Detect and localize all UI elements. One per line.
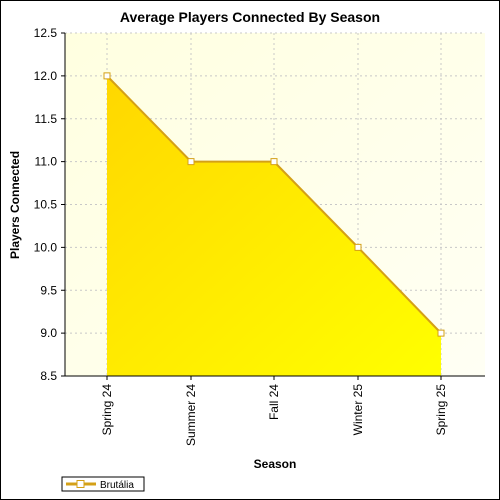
x-tick-label: Spring 25 <box>434 384 448 436</box>
area-fill <box>107 75 441 376</box>
y-axis-ticks: 8.5 9.0 9.5 10.0 10.5 11.0 11.5 12.0 12.5 <box>34 26 65 383</box>
x-axis-ticks: Spring 24 Summer 24 Fall 24 Winter 25 Spring… <box>100 376 448 446</box>
data-point <box>270 158 278 166</box>
data-markers <box>103 72 445 337</box>
y-tick-label: 11.5 <box>35 112 58 126</box>
x-tick-label: Spring 24 <box>100 384 114 436</box>
y-tick-label: 12.0 <box>34 69 58 83</box>
data-point <box>187 158 195 166</box>
x-tick-label: Winter 25 <box>351 384 365 436</box>
data-point <box>103 72 111 80</box>
y-tick-label: 9.5 <box>40 283 57 297</box>
chart-title: Average Players Connected By Season <box>120 9 380 25</box>
y-tick-label: 11.0 <box>35 155 58 169</box>
data-point <box>437 329 445 337</box>
x-tick-label: Fall 24 <box>267 384 281 420</box>
y-tick-label: 10.5 <box>34 198 58 212</box>
y-tick-label: 9.0 <box>40 326 57 340</box>
y-tick-label: 8.5 <box>40 369 57 383</box>
legend-swatch-marker <box>76 480 85 488</box>
y-axis-label: Players Connected <box>8 151 22 259</box>
legend: Brutália <box>61 476 145 492</box>
data-point <box>354 243 362 251</box>
x-tick-label: Summer 24 <box>184 384 198 446</box>
y-tick-label: 10.0 <box>34 240 58 254</box>
x-axis-label: Season <box>254 457 297 471</box>
legend-label: Brutália <box>100 480 134 491</box>
y-tick-label: 12.5 <box>34 26 58 40</box>
